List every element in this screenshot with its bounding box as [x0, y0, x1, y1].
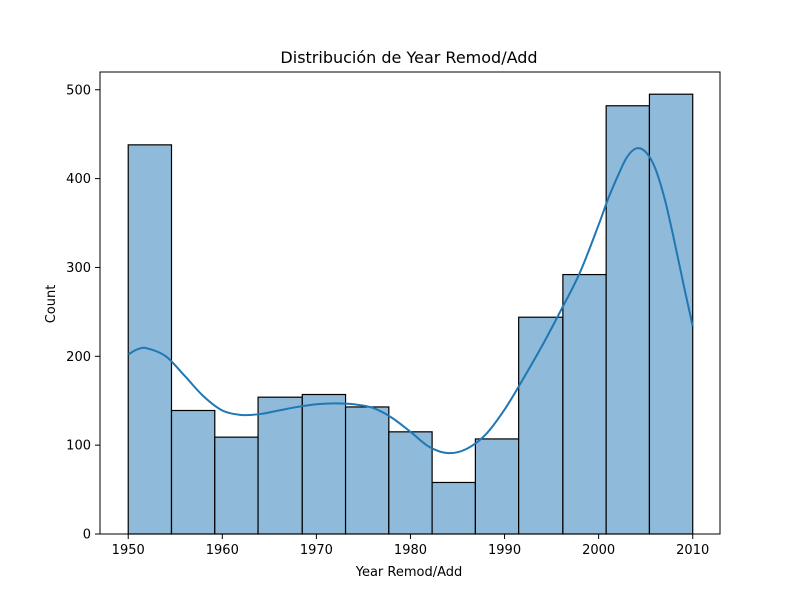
histogram-bar-3	[257, 396, 303, 535]
x-tick-label: 1970	[300, 543, 333, 558]
axes: 1950 1960 1970 1980 1990 2000 2010 0 100 200 300 40…	[66, 71, 721, 558]
histogram-bar-12	[648, 93, 694, 535]
chart-title: Distribución de Year Remod/Add	[280, 48, 537, 67]
histogram-bar-0	[127, 144, 173, 535]
x-tick-label: 1990	[488, 543, 521, 558]
y-tick-label: 400	[66, 172, 91, 187]
x-tick-label: 1960	[206, 543, 239, 558]
histogram-bar-9	[518, 316, 564, 535]
x-tick-label: 1950	[112, 543, 145, 558]
histogram-bar-4	[301, 393, 347, 535]
y-tick-label: 0	[83, 528, 91, 543]
y-tick-label: 300	[66, 261, 91, 276]
histogram-bar-5	[344, 406, 390, 535]
histogram-bar-8	[474, 438, 520, 535]
y-tick-label: 200	[66, 350, 91, 365]
kde-curve-group	[127, 147, 694, 455]
y-tick-label: 100	[66, 439, 91, 454]
histogram-bar-11	[605, 105, 651, 535]
y-tick-label: 500	[66, 83, 91, 98]
histogram-bar-2	[214, 436, 259, 535]
kde-line	[127, 147, 694, 455]
x-tick-label: 2010	[676, 543, 709, 558]
x-tick-label: 1980	[394, 543, 427, 558]
y-axis-label: Count	[44, 285, 59, 324]
x-tick-label: 2000	[582, 543, 615, 558]
x-axis-label: Year Remod/Add	[355, 565, 463, 580]
histogram-bar-7	[431, 481, 476, 535]
histogram-bar-10	[562, 273, 607, 535]
histogram-bar-6	[388, 431, 433, 535]
histogram-bars	[127, 93, 694, 535]
histogram-bar-1	[170, 409, 216, 535]
